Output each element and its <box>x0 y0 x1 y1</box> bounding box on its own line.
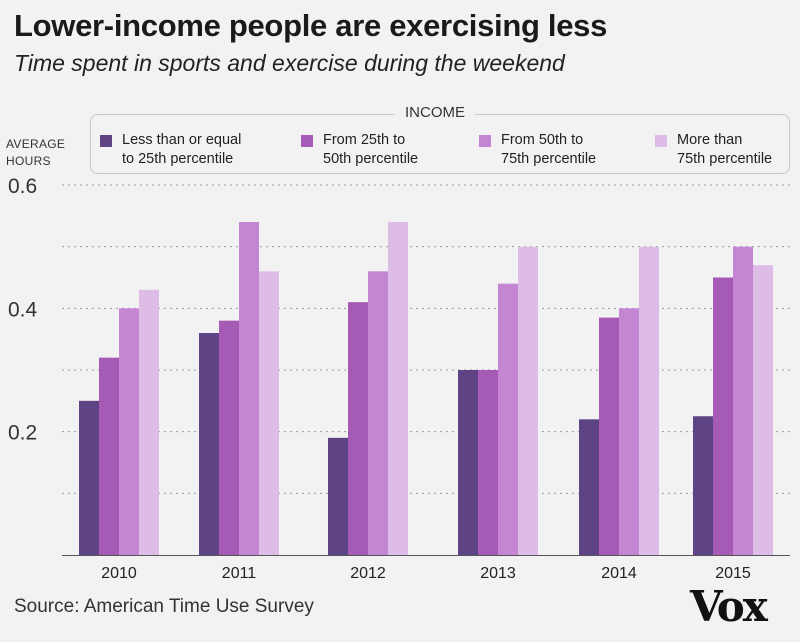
legend-label-q4-line2: 75th percentile <box>677 151 773 167</box>
source-note: Source: American Time Use Survey <box>14 596 314 617</box>
bar-2012-s2 <box>348 302 368 555</box>
x-tick-label: 2014 <box>601 565 637 582</box>
y-axis-title-line2: HOURS <box>6 154 51 168</box>
legend-swatch-q1 <box>100 135 112 147</box>
bar-2012-s4 <box>388 222 408 555</box>
bar-2014-s2 <box>599 317 619 555</box>
bar-2015-s4 <box>753 265 773 555</box>
bar-2010-s2 <box>99 357 119 555</box>
bar-2011-s1 <box>199 333 219 555</box>
bar-2011-s4 <box>259 271 279 555</box>
legend-label-q3-line1: From 50th to <box>501 132 584 148</box>
y-tick-label: 0.2 <box>8 422 37 445</box>
bar-2010-s1 <box>79 400 99 555</box>
bar-2013-s1 <box>458 370 478 555</box>
legend-item-q4: More than 75th percentile <box>655 131 772 169</box>
bar-2014-s1 <box>579 419 599 555</box>
bar-2015-s1 <box>693 416 713 555</box>
bar-2010-s4 <box>139 289 159 555</box>
vox-logo: Vox <box>690 582 768 631</box>
y-tick-label: 0.4 <box>8 298 38 321</box>
bar-2013-s2 <box>478 370 498 555</box>
bar-2014-s3 <box>619 308 639 555</box>
legend-swatch-q4 <box>655 135 667 147</box>
legend-item-q1: Less than or equal to 25th percentile <box>100 131 241 169</box>
legend-swatch-q2 <box>301 135 313 147</box>
bar-2012-s1 <box>328 437 348 555</box>
legend-title: INCOME <box>395 104 475 121</box>
legend-swatch-q3 <box>479 135 491 147</box>
bar-2013-s4 <box>518 246 538 555</box>
legend-label-q1-line2: to 25th percentile <box>122 151 234 167</box>
x-tick-label: 2013 <box>480 565 516 582</box>
legend-label-q1-line1: Less than or equal <box>122 132 242 148</box>
chart-subtitle: Time spent in sports and exercise during… <box>14 50 565 76</box>
chart-title: Lower-income people are exercising less <box>14 8 608 43</box>
legend-label-q2-line1: From 25th to <box>323 132 406 148</box>
y-axis-title: AVERAGE HOURS <box>6 136 65 170</box>
x-tick-label: 2015 <box>715 565 751 582</box>
legend-item-q3: From 50th to 75th percentile <box>479 131 596 169</box>
x-tick-label: 2011 <box>222 565 257 582</box>
x-tick-label: 2010 <box>101 565 137 582</box>
bar-2011-s2 <box>219 320 239 555</box>
legend-label-q4-line1: More than <box>677 132 743 148</box>
bar-2010-s3 <box>119 308 139 555</box>
bar-2012-s3 <box>368 271 388 555</box>
legend-label-q2-line2: 50th percentile <box>323 151 419 167</box>
bar-2014-s4 <box>639 246 659 555</box>
legend-label-q3-line2: 75th percentile <box>501 151 597 167</box>
y-tick-label: 0.6 <box>8 175 37 198</box>
bar-2015-s3 <box>733 246 753 555</box>
bar-2011-s3 <box>239 222 259 555</box>
legend-item-q2: From 25th to 50th percentile <box>301 131 418 169</box>
bar-2013-s3 <box>498 283 518 555</box>
bar-2015-s2 <box>713 277 733 555</box>
x-tick-label: 2012 <box>350 565 386 582</box>
y-axis-title-line1: AVERAGE <box>6 137 66 151</box>
